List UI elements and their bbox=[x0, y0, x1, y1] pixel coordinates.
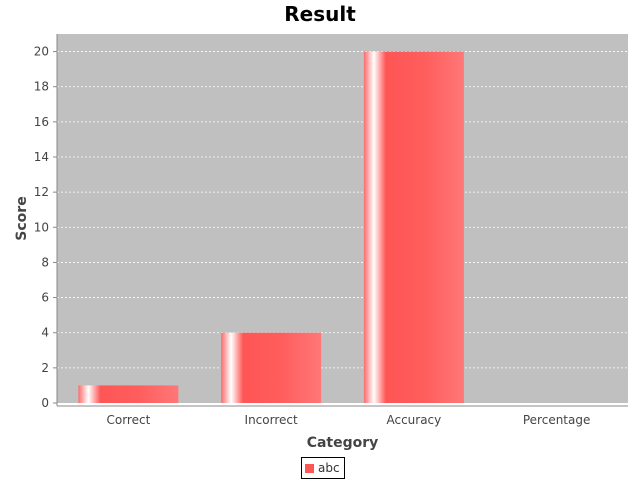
plot-area bbox=[57, 34, 628, 403]
y-tick-label: 18 bbox=[34, 80, 49, 94]
y-tick-label: 12 bbox=[34, 185, 49, 199]
bar bbox=[78, 385, 179, 403]
bar bbox=[363, 51, 464, 403]
bar bbox=[221, 332, 322, 403]
chart-title: Result bbox=[284, 2, 356, 26]
y-tick-label: 0 bbox=[41, 396, 49, 410]
y-axis-title: Score bbox=[14, 196, 30, 240]
legend-label: abc bbox=[318, 461, 340, 475]
y-tick-label: 10 bbox=[34, 220, 49, 234]
y-tick-label: 20 bbox=[34, 45, 49, 59]
x-tick-label: Accuracy bbox=[386, 413, 441, 427]
y-tick-label: 16 bbox=[34, 115, 49, 129]
legend: abc bbox=[301, 457, 345, 479]
x-tick-label: Incorrect bbox=[245, 413, 298, 427]
x-tick-label: Correct bbox=[106, 413, 150, 427]
y-tick-label: 14 bbox=[34, 150, 49, 164]
x-axis-title: Category bbox=[307, 435, 379, 451]
y-tick-label: 4 bbox=[41, 326, 49, 340]
y-tick-label: 2 bbox=[41, 361, 49, 375]
legend-swatch bbox=[305, 463, 314, 473]
y-tick-label: 6 bbox=[41, 291, 49, 305]
y-tick-label: 8 bbox=[41, 255, 49, 269]
x-tick-label: Percentage bbox=[523, 413, 591, 427]
